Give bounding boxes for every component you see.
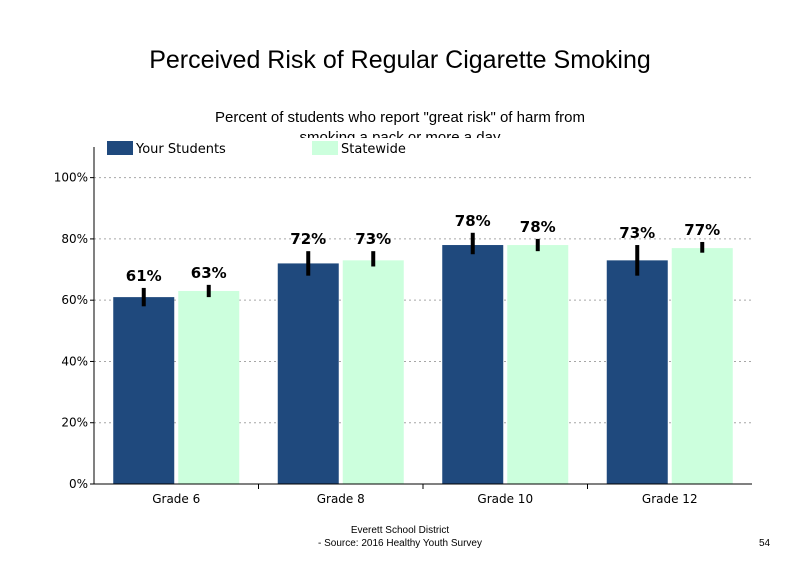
bar <box>277 263 339 484</box>
page-number: 54 <box>759 538 771 549</box>
x-tick-label: Grade 10 <box>477 492 533 506</box>
y-tick-label: 100% <box>54 171 88 185</box>
bar <box>442 245 504 484</box>
bar <box>671 248 733 484</box>
data-label: 77% <box>684 221 720 239</box>
y-tick-label: 40% <box>61 354 88 368</box>
bar <box>178 290 240 484</box>
y-tick-label: 60% <box>61 293 88 307</box>
y-tick-label: 0% <box>69 477 88 491</box>
bar <box>342 260 404 484</box>
bar <box>507 245 569 484</box>
x-tick-label: Grade 6 <box>152 492 200 506</box>
data-label: 78% <box>455 212 491 230</box>
footer-district: Everett School District <box>350 525 450 536</box>
data-label: 73% <box>619 224 655 242</box>
data-label: 78% <box>520 218 556 236</box>
legend-swatch <box>312 141 338 155</box>
chart-subtitle: Percent of students who report "great ri… <box>215 109 585 138</box>
x-tick-label: Grade 12 <box>642 492 698 506</box>
data-label: 73% <box>355 230 391 248</box>
y-tick-label: 80% <box>61 232 88 246</box>
footer-source: - Source: 2016 Healthy Youth Survey <box>318 538 482 549</box>
bar <box>113 297 175 484</box>
chart-title: Perceived Risk of Regular Cigarette Smok… <box>149 46 651 74</box>
x-tick-label: Grade 8 <box>317 492 365 506</box>
data-label: 63% <box>191 264 227 282</box>
legend-label: Statewide <box>341 142 406 157</box>
chart-subtitle-container: Percent of students who report "great ri… <box>0 108 800 138</box>
y-tick-label: 20% <box>61 416 88 430</box>
data-label: 72% <box>290 230 326 248</box>
data-label: 61% <box>126 267 162 285</box>
bar <box>606 260 668 484</box>
legend-label: Your Students <box>135 142 226 157</box>
legend-swatch <box>107 141 133 155</box>
